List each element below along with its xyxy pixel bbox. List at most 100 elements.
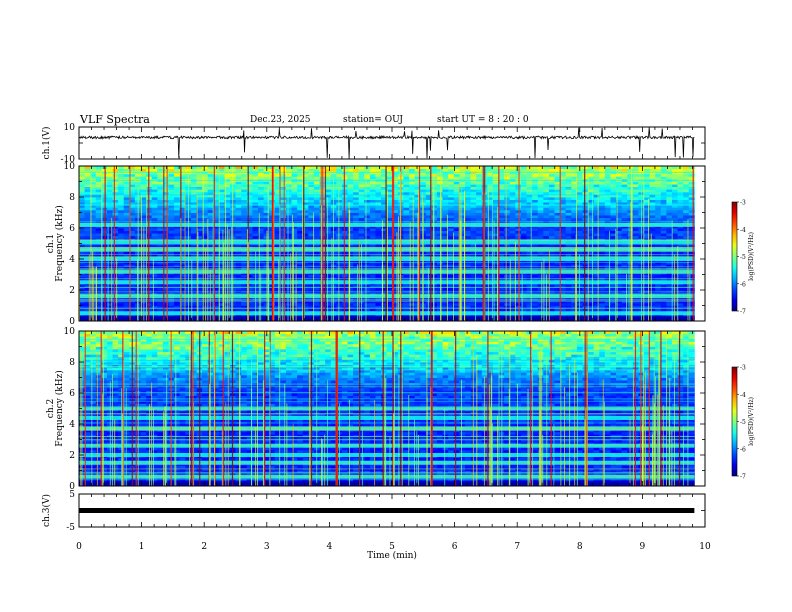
spec-cell xyxy=(459,186,466,190)
spec-cell xyxy=(487,212,494,216)
spec-cell xyxy=(375,284,382,288)
spec-cell xyxy=(448,261,455,265)
spec-cell xyxy=(353,225,360,229)
spec-cell xyxy=(425,243,432,247)
spec-cell xyxy=(526,297,533,301)
spec-cell xyxy=(364,302,371,306)
spec-cell xyxy=(353,217,360,221)
spec-cell xyxy=(465,225,471,229)
spec-cell xyxy=(386,225,393,229)
spec-cell xyxy=(325,184,332,188)
spec-cell xyxy=(274,181,281,185)
spec-cell xyxy=(168,209,175,213)
spec-cell xyxy=(526,315,533,319)
spec-cell xyxy=(476,173,483,177)
spec-cell xyxy=(459,181,466,185)
spec-cell xyxy=(190,261,197,265)
spec-cell xyxy=(336,253,343,257)
spec-cell xyxy=(302,168,309,172)
spec-cell xyxy=(526,261,533,265)
spec-cell xyxy=(308,168,315,172)
spec-cell xyxy=(207,287,214,291)
spec-cell xyxy=(308,300,315,304)
spec-cell xyxy=(213,168,220,172)
spec-cell xyxy=(297,284,304,288)
spec-cell xyxy=(487,194,494,198)
spec-cell xyxy=(403,197,410,200)
spec-cell xyxy=(353,233,360,237)
spec-cell xyxy=(336,292,343,296)
spec-cell xyxy=(386,305,393,309)
spec-cell xyxy=(353,191,360,195)
spec-cell xyxy=(375,181,382,185)
spec-cell xyxy=(213,202,220,206)
spec-cell xyxy=(218,212,225,216)
spec-cell xyxy=(442,168,449,172)
spec-cell xyxy=(369,302,376,306)
spec-cell xyxy=(358,207,365,211)
spec-cell xyxy=(196,318,203,322)
spec-cell xyxy=(392,184,399,188)
spec-cell xyxy=(123,189,130,193)
spec-cell xyxy=(84,209,91,213)
spec-cell xyxy=(213,228,220,231)
spec-cell xyxy=(409,284,416,288)
spec-cell xyxy=(520,297,527,301)
spec-cell xyxy=(520,181,527,185)
spec-cell xyxy=(123,274,130,278)
spec-cell xyxy=(302,212,309,216)
spec-cell xyxy=(179,215,186,219)
spec-cell xyxy=(196,251,203,255)
spec-cell xyxy=(274,194,281,198)
spec-cell xyxy=(504,243,511,247)
spec-cell xyxy=(246,189,253,193)
spec-cell xyxy=(151,209,158,213)
spec-cell xyxy=(442,253,449,257)
spec-cell xyxy=(302,215,309,219)
spec-cell xyxy=(459,233,466,237)
spec-cell xyxy=(336,274,343,278)
spec-cell xyxy=(123,194,130,198)
spec-cell xyxy=(101,197,108,200)
spec-cell xyxy=(392,233,399,237)
spec-cell xyxy=(123,225,130,229)
spec-cell xyxy=(425,217,432,221)
spec-cell xyxy=(375,191,382,195)
spec-cell xyxy=(509,173,516,177)
spec-cell xyxy=(487,233,494,237)
spec-cell xyxy=(353,212,360,216)
spec-cell xyxy=(129,181,136,185)
spec-cell xyxy=(90,202,97,206)
spec-cell xyxy=(470,253,477,257)
spec-cell xyxy=(353,287,360,291)
spec-cell xyxy=(174,168,181,172)
spec-cell xyxy=(515,287,522,291)
spec-cell xyxy=(526,197,533,200)
spec-cell xyxy=(129,173,136,177)
spec-cell xyxy=(358,194,365,198)
spec-cell xyxy=(224,212,231,216)
spec-cell xyxy=(297,168,304,172)
spec-cell xyxy=(246,173,253,177)
spec-cell xyxy=(465,318,471,322)
spec-cell xyxy=(179,209,186,213)
spec-cell xyxy=(532,194,539,198)
spec-cell xyxy=(392,287,399,291)
spec-cell xyxy=(465,302,471,306)
spec-cell xyxy=(280,305,287,309)
spec-cell xyxy=(448,217,455,221)
spec-cell xyxy=(280,207,287,211)
spec-cell xyxy=(498,253,505,257)
spec-cell xyxy=(364,305,371,309)
spec-cell xyxy=(123,217,130,221)
spec-cell xyxy=(353,243,360,247)
spec-cell xyxy=(537,235,544,239)
spec-cell xyxy=(459,184,466,188)
spec-cell xyxy=(118,212,125,216)
spec-cell xyxy=(241,209,248,213)
spec-cell xyxy=(123,318,130,322)
spec-cell xyxy=(386,202,393,206)
spec-cell xyxy=(364,315,371,319)
spec-cell xyxy=(246,186,253,190)
spec-cell xyxy=(431,264,438,268)
